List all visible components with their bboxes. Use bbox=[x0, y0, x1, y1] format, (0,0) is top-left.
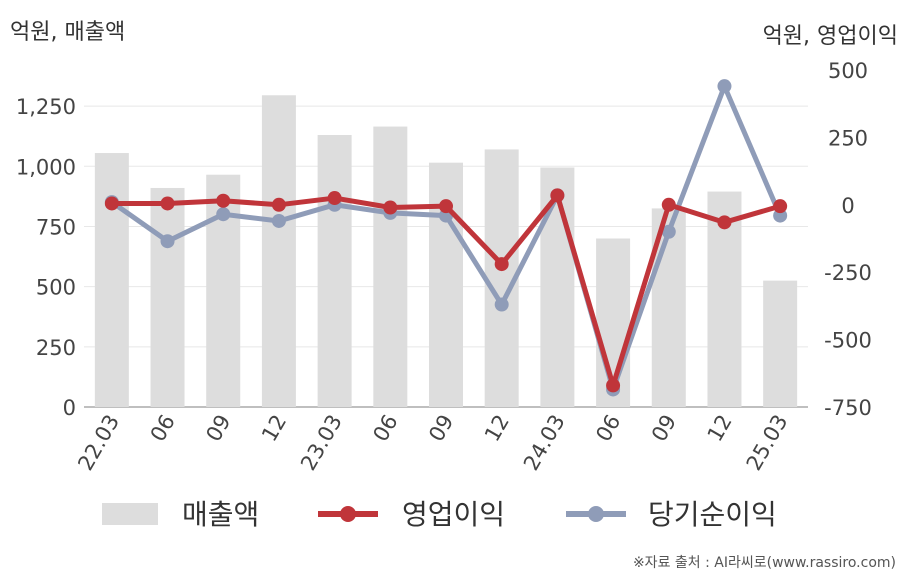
left-tick-label: 1,000 bbox=[16, 155, 76, 179]
net-income-point bbox=[216, 207, 231, 222]
source-footer: ※자료 출처 : AI라씨로(www.rassiro.com) bbox=[632, 555, 896, 571]
x-tick-label: 12 bbox=[480, 411, 514, 446]
operating-profit-point bbox=[717, 215, 732, 230]
operating-profit-point bbox=[773, 199, 788, 214]
line-series bbox=[104, 79, 788, 397]
operating-profit-point bbox=[271, 197, 286, 212]
bar-revenue bbox=[317, 134, 352, 407]
x-tick-label: 09 bbox=[424, 411, 458, 446]
operating-profit-point bbox=[160, 196, 175, 211]
legend-label-net: 당기순이익 bbox=[648, 498, 777, 531]
bar-revenue bbox=[94, 153, 129, 407]
x-tick-label: 22.03 bbox=[73, 411, 124, 475]
operating-profit-point bbox=[383, 200, 398, 215]
right-tick-label: 0 bbox=[841, 194, 854, 218]
operating-profit-point bbox=[104, 196, 119, 211]
operating-profit-point bbox=[606, 378, 621, 393]
operating-profit-point bbox=[550, 188, 565, 203]
legend-marker-operating bbox=[340, 506, 356, 522]
left-tick-label: 0 bbox=[63, 396, 76, 420]
left-tick-label: 250 bbox=[36, 336, 76, 360]
left-tick-label: 1,250 bbox=[16, 95, 76, 119]
x-axis-ticks: 22.03 06 09 12 23.03 06 09 12 24.03 06 09 12 25.03 bbox=[73, 411, 792, 475]
operating-profit-point bbox=[216, 193, 231, 208]
legend-label-operating: 영업이익 bbox=[402, 498, 505, 531]
net-income-point bbox=[494, 297, 509, 312]
bar-revenue bbox=[150, 187, 185, 407]
x-tick-label: 06 bbox=[591, 411, 625, 446]
legend-marker-net bbox=[588, 506, 604, 522]
legend-swatch-revenue bbox=[102, 503, 158, 525]
right-tick-label: 500 bbox=[828, 59, 868, 83]
right-tick-label: -250 bbox=[824, 261, 872, 285]
x-tick-label: 06 bbox=[368, 411, 402, 446]
legend: 매출액 영업이익 당기순이익 bbox=[102, 498, 777, 531]
x-tick-label: 23.03 bbox=[296, 411, 347, 475]
net-income-point bbox=[160, 234, 175, 249]
x-tick-label: 25.03 bbox=[742, 411, 793, 475]
x-tick-label: 09 bbox=[647, 411, 681, 446]
operating-profit-point bbox=[661, 197, 676, 212]
right-axis-ticks: -750 -500 -250 0 250 500 bbox=[824, 59, 872, 420]
x-tick-label: 12 bbox=[703, 411, 737, 446]
bar-revenue bbox=[261, 95, 296, 408]
right-tick-label: -750 bbox=[824, 396, 872, 420]
right-tick-label: -500 bbox=[824, 329, 872, 353]
net-income-point bbox=[661, 224, 676, 239]
operating-profit-point bbox=[494, 257, 509, 272]
left-axis-unit: 억원, 매출액 bbox=[10, 20, 126, 45]
bar-revenue bbox=[763, 280, 798, 407]
legend-label-revenue: 매출액 bbox=[182, 498, 259, 531]
right-axis-unit: 억원, 영업이익 bbox=[762, 24, 898, 49]
x-tick-label: 09 bbox=[201, 411, 235, 446]
x-tick-label: 24.03 bbox=[519, 411, 570, 475]
left-tick-label: 500 bbox=[36, 276, 76, 300]
left-tick-label: 750 bbox=[36, 215, 76, 239]
operating-profit-point bbox=[439, 199, 453, 214]
bars bbox=[94, 95, 798, 408]
right-tick-label: 250 bbox=[828, 126, 868, 150]
net-income-point bbox=[717, 79, 732, 94]
net-income-point bbox=[271, 213, 286, 228]
x-tick-label: 12 bbox=[257, 411, 291, 446]
operating-profit-point bbox=[327, 191, 342, 206]
bar-revenue bbox=[373, 126, 408, 407]
left-axis-ticks: 0 250 500 750 1,000 1,250 bbox=[16, 95, 76, 420]
x-tick-label: 06 bbox=[146, 411, 180, 446]
